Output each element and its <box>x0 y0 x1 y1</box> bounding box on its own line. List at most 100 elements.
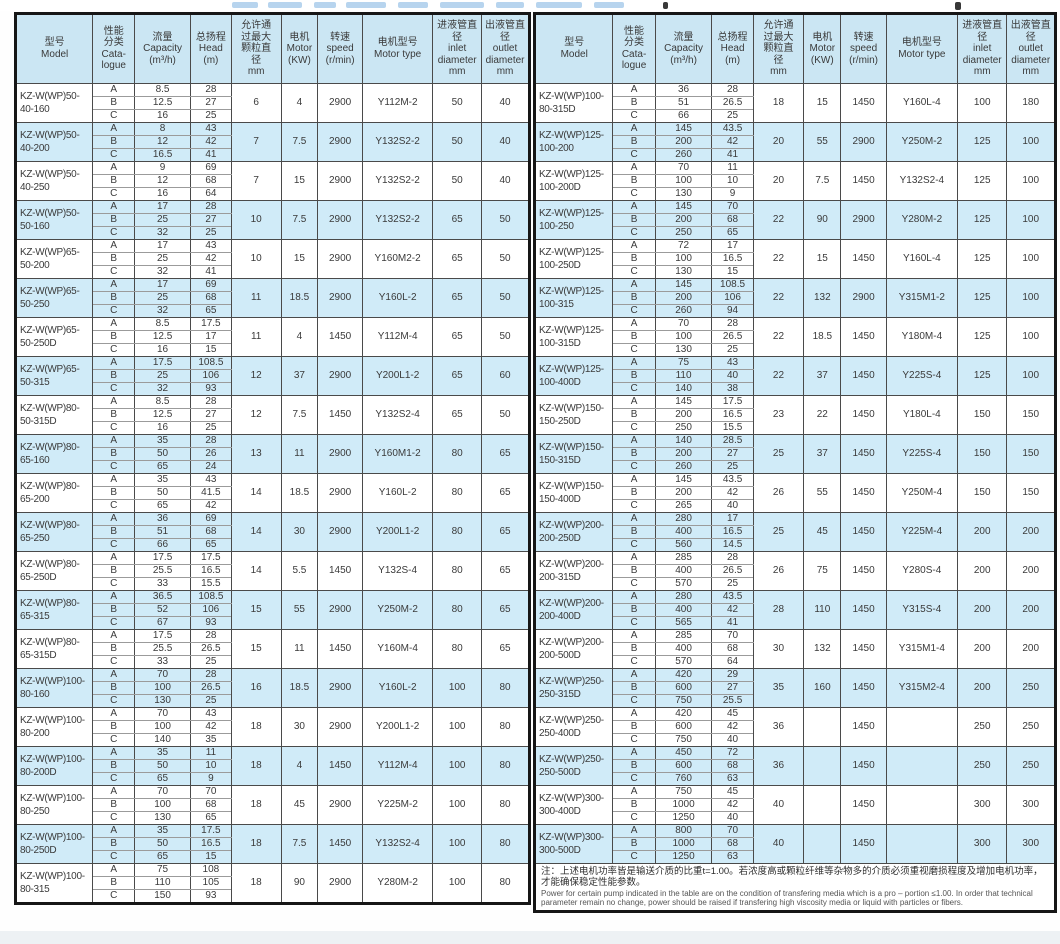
motor-power-cell: 160 <box>803 667 842 708</box>
header-line: logue <box>101 60 126 72</box>
motor-type-cell: Y225M-2 <box>362 784 434 825</box>
title-fragment <box>663 2 668 9</box>
capacity-cell: 400 <box>654 524 713 539</box>
catalogue-cell: C <box>612 225 656 240</box>
catalogue-cell: C <box>92 498 136 513</box>
catalogue-cell: C <box>92 732 136 747</box>
table-row: KZ-W(WP)250- 250-400D A 420 45 36 1450 250 250 <box>533 706 1056 747</box>
header-line: 过最大 <box>763 31 794 43</box>
inlet-diameter-cell: 80 <box>432 589 483 630</box>
model-cell: KZ-W(WP)150- 150-400D <box>533 472 614 513</box>
header-line: 性能 <box>624 25 645 37</box>
table-row: B 600 68 <box>535 758 1056 773</box>
table-row: KZ-W(WP)125- 100-200 A 145 43.5 20 55 2900 Y250M… <box>533 121 1056 162</box>
head-cell: 93 <box>190 381 232 396</box>
table-row: B 12.5 17 <box>16 329 530 344</box>
catalogue-cell: A <box>612 628 656 643</box>
motor-power-cell: 90 <box>803 199 842 240</box>
head-cell: 41 <box>190 147 232 162</box>
speed-cell: 1450 <box>840 355 887 396</box>
catalogue-cell: C <box>612 693 656 708</box>
header-line: 进液管直 <box>437 20 478 31</box>
catalogue-cell: B <box>612 173 656 188</box>
outlet-diameter-cell: 80 <box>481 745 530 786</box>
table-row: KZ-W(WP)100- 80-250 A 70 70 18 45 2900 Y225M-2 10… <box>14 784 530 825</box>
model-cell: KZ-W(WP)80- 65-250 <box>14 511 94 552</box>
head-cell: 15 <box>711 264 754 279</box>
head-cell: 25 <box>190 420 232 435</box>
catalogue-cell: C <box>92 264 136 279</box>
capacity-cell: 8.5 <box>134 316 192 331</box>
header-row: 型号 Model 性能 分类 Cata-logue 流量 Capacity (m³/h) 总扬程… <box>533 13 1056 84</box>
model-line: 200-400D <box>539 610 581 622</box>
model-cell: KZ-W(WP)150- 150-315D <box>533 433 614 474</box>
title-fragment <box>232 2 258 8</box>
particle-size-cell: 7 <box>230 121 282 162</box>
particle-size-cell: 26 <box>752 550 805 591</box>
catalogue-cell: A <box>612 472 656 487</box>
model-line: KZ-W(WP)300- <box>539 792 604 804</box>
outlet-diameter-cell: 40 <box>481 82 530 123</box>
motor-type-cell: Y160L-4 <box>885 82 958 123</box>
table-row: C 150 93 <box>16 888 530 904</box>
model-line: KZ-W(WP)150- <box>539 480 604 492</box>
header-line: diameter <box>962 54 1002 66</box>
model-line: 100-400D <box>539 376 581 388</box>
inlet-diameter-cell: 65 <box>432 316 483 357</box>
page-bottom-band <box>0 931 1060 944</box>
motor-power-cell: 37 <box>280 355 319 396</box>
model-cell: KZ-W(WP)100- 80-200 <box>14 706 94 747</box>
model-line: 150-315D <box>539 454 581 466</box>
table-row: C 1250 40 <box>535 810 1056 825</box>
header-line: mm <box>973 66 991 77</box>
table-row: KZ-W(WP)65- 50-250 A 17 69 11 18.5 2900 Y160L-2 6… <box>14 277 530 318</box>
speed-cell: 2900 <box>317 82 364 123</box>
catalogue-cell: C <box>92 615 136 630</box>
head-cell: 24 <box>190 459 232 474</box>
capacity-cell: 65 <box>134 459 192 474</box>
table-row: KZ-W(WP)65- 50-200 A 17 43 10 15 2900 Y160M2-2 65… <box>14 238 530 279</box>
catalogue-cell: B <box>92 212 136 227</box>
particle-size-cell: 22 <box>752 199 805 240</box>
motor-type-cell <box>885 784 958 825</box>
capacity-cell: 17 <box>134 199 192 214</box>
model-line: KZ-W(WP)50- <box>20 90 80 102</box>
table-row: C 130 25 <box>535 342 1056 357</box>
motor-type-cell: Y180M-4 <box>885 316 958 357</box>
capacity-cell: 560 <box>654 537 713 552</box>
outlet-diameter-cell: 300 <box>1006 823 1056 864</box>
header-line: (r/min) <box>849 54 879 66</box>
model-line: 50-250D <box>20 337 57 349</box>
model-line: KZ-W(WP)125- <box>539 168 604 180</box>
model-line: 100-250 <box>539 220 574 232</box>
motor-power-cell: 18.5 <box>280 277 319 318</box>
table-row: KZ-W(WP)300- 300-500D A 800 70 40 1450 300 300 <box>533 823 1056 864</box>
head-cell: 10 <box>190 758 232 773</box>
table-row: B 110 40 <box>535 368 1056 383</box>
catalogue-cell: B <box>612 134 656 149</box>
model-line: KZ-W(WP)65- <box>20 363 80 375</box>
catalogue-cell: A <box>92 277 136 292</box>
motor-power-cell: 22 <box>803 394 842 435</box>
capacity-cell: 70 <box>134 706 192 721</box>
capacity-cell: 420 <box>654 667 713 682</box>
motor-type-cell: Y180L-4 <box>885 394 958 435</box>
header-line: (KW) <box>288 54 311 66</box>
catalogue-cell: C <box>92 654 136 669</box>
particle-size-cell: 6 <box>230 82 282 123</box>
model-line: 150-250D <box>539 415 581 427</box>
outlet-diameter-cell: 80 <box>481 862 530 904</box>
head-cell: 16.5 <box>711 251 754 266</box>
table-row: B 51 26.5 <box>535 95 1056 110</box>
table-row: KZ-W(WP)80- 65-160 A 35 28 13 11 2900 Y160M1-2 80… <box>14 433 530 474</box>
table-row: C 140 35 <box>16 732 530 747</box>
capacity-cell: 32 <box>134 381 192 396</box>
inlet-diameter-cell: 80 <box>432 433 483 474</box>
motor-type-cell: Y112M-4 <box>362 316 434 357</box>
head-cell: 28 <box>190 433 232 448</box>
header-line: Cata- <box>621 48 647 60</box>
column-header-head: 总扬程 Head (m) <box>190 13 232 84</box>
head-cell: 28 <box>711 316 754 331</box>
motor-type-cell: Y132S-4 <box>362 550 434 591</box>
particle-size-cell: 18 <box>230 784 282 825</box>
